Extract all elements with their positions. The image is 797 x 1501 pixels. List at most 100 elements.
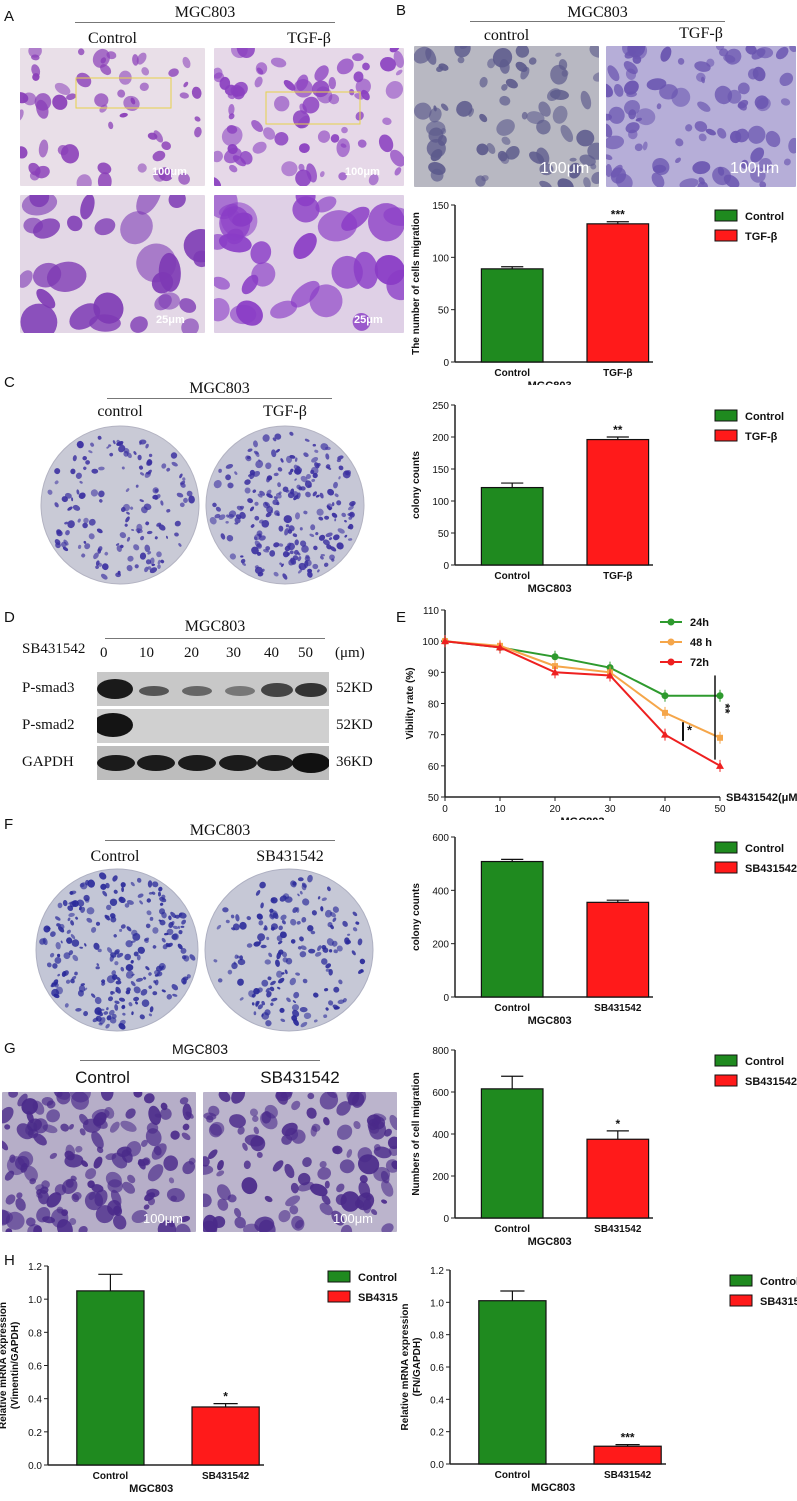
- panel-c-label-control: control: [97, 403, 143, 420]
- legend-marker: [667, 618, 675, 626]
- data-point: [551, 653, 559, 661]
- chart-c: 0 50 100 150 200 250 colony counts Control TGF-β…: [411, 401, 784, 595]
- bar-sb431542: [593, 1445, 662, 1465]
- y-tick-label: 0.4: [430, 1395, 444, 1406]
- y-tick-label: 0.8: [28, 1328, 42, 1339]
- panel-f-title: MGC803: [189, 822, 251, 839]
- y-tick-label: 0.2: [28, 1428, 42, 1439]
- panel-g-scale-label-1: 100μm: [143, 1211, 184, 1226]
- significance-label: *: [615, 1117, 620, 1131]
- panel-f-dish-sb: [204, 868, 374, 1033]
- blot-kd-psmad3: 52KD: [336, 680, 373, 696]
- legend-label: Control: [358, 1272, 397, 1284]
- panel-letter-c: C: [4, 374, 15, 391]
- bar-sb431542: [586, 1138, 650, 1219]
- x-tick-label: 40: [659, 804, 671, 815]
- legend-item: TGF-β: [714, 229, 778, 243]
- y-tick-label: 0.8: [430, 1331, 444, 1342]
- y-tick-label: 0.0: [28, 1461, 42, 1472]
- y-tick-label: 200: [432, 433, 449, 444]
- bar-control: [76, 1290, 145, 1466]
- bar-control: [478, 1300, 547, 1465]
- panel-a-micrograph-tgfb-high: [214, 195, 404, 333]
- data-point: [716, 692, 724, 700]
- dose-0: 0: [100, 645, 108, 661]
- legend-label: Control: [745, 843, 784, 855]
- significance-label-2: **: [718, 704, 733, 715]
- x-tick-label: SB431542: [594, 1003, 642, 1014]
- y-axis: 0 50 100 150 200 250: [432, 401, 456, 572]
- panel-g-micrograph-sb: [203, 1092, 397, 1232]
- x-tick-label: 50: [714, 804, 726, 815]
- panel-letter-h: H: [4, 1252, 15, 1269]
- y-tick-label: 50: [438, 306, 450, 317]
- data-point: [441, 637, 449, 645]
- legend-label: Control: [745, 411, 784, 423]
- legend-swatch: [729, 1294, 753, 1307]
- y-tick-label: 250: [432, 401, 449, 412]
- y-tick-label: 0: [443, 561, 449, 572]
- data-point: [662, 709, 668, 716]
- panel-f-label-control: Control: [90, 848, 140, 865]
- x-tick-label: Control: [494, 368, 530, 379]
- bar-control: [480, 860, 544, 998]
- x-tick-label: SB431542: [604, 1470, 652, 1481]
- legend-item: SB431542: [714, 1074, 797, 1088]
- legend-label: 24h: [690, 617, 709, 629]
- panel-a-scale-label-4: 25μm: [354, 314, 383, 326]
- legend-label: TGF-β: [745, 231, 778, 243]
- y-tick-label: 1.0: [28, 1295, 42, 1306]
- y-axis-label: Relative mRNA expression: [0, 1302, 9, 1429]
- y-axis: 0 200 400 600 800: [432, 1046, 456, 1225]
- legend-label: SB431542: [760, 1296, 797, 1308]
- panel-d-title-rule: [105, 638, 325, 639]
- panel-a-scale-label-2: 100μm: [345, 166, 380, 178]
- panel-letter-e: E: [396, 609, 407, 626]
- blot-strip-gapdh: [97, 746, 330, 780]
- legend-label: 48 h: [690, 637, 712, 649]
- y-tick-label: 150: [432, 201, 449, 212]
- legend-item: Control: [714, 209, 784, 223]
- legend-marker: [667, 658, 675, 666]
- y-tick-label: 100: [432, 497, 449, 508]
- blot-strip-psmad3: [97, 672, 329, 706]
- x-axis-label: MGC803: [531, 1482, 575, 1494]
- panel-letter-a: A: [4, 8, 15, 25]
- legend-label: Control: [745, 1056, 784, 1068]
- panel-g-title: MGC803: [171, 1041, 229, 1057]
- blot-label-psmad3: P-smad3: [22, 680, 75, 696]
- panel-b-scale-label-2: 100μm: [730, 160, 780, 177]
- panel-g-label-control: Control: [75, 1068, 130, 1087]
- panel-g-label-sb: SB431542: [260, 1068, 340, 1087]
- y-tick-label: 1.2: [28, 1262, 42, 1273]
- y-tick-label: 400: [432, 886, 449, 897]
- panel-b-label-tgfb: TGF-β: [679, 25, 723, 42]
- x-tick-label: 20: [549, 804, 561, 815]
- series-line: [444, 640, 721, 767]
- x-axis-label: MGC803: [528, 1015, 572, 1027]
- legend-item: 72h: [660, 657, 709, 669]
- panel-b-micrograph-tgfb: [606, 46, 796, 187]
- panel-d-drug-label: SB431542: [22, 641, 86, 657]
- panel-b-micrograph-control: [414, 46, 599, 187]
- legend-item: SB431542: [714, 861, 797, 875]
- significance-label-1: *: [687, 723, 693, 738]
- y-tick-label: 0.6: [28, 1362, 42, 1373]
- blot-label-gapdh: GAPDH: [22, 754, 74, 770]
- chart-e: 50 60 70 80 90 100 110 0 10 20 30 40 50 Vibility rate…: [405, 606, 797, 820]
- legend-label: SB431542: [745, 863, 797, 875]
- panel-a-label-tgfb: TGF-β: [287, 30, 331, 47]
- y-tick-label: 100: [422, 637, 439, 648]
- x-tick-label: Control: [494, 1003, 530, 1014]
- legend-item: SB431542: [327, 1290, 398, 1304]
- legend-label: Control: [760, 1276, 797, 1288]
- legend-item: SB431542: [729, 1294, 797, 1308]
- bar-sb431542: [586, 901, 650, 998]
- y-tick-label: 80: [428, 700, 440, 711]
- y-tick-label: 0.0: [430, 1460, 444, 1471]
- y-tick-label: 200: [432, 1172, 449, 1183]
- y-tick-label: 0: [443, 358, 449, 369]
- legend-label: Control: [745, 211, 784, 223]
- y-tick-label: 50: [428, 793, 440, 804]
- data-point: [717, 734, 723, 741]
